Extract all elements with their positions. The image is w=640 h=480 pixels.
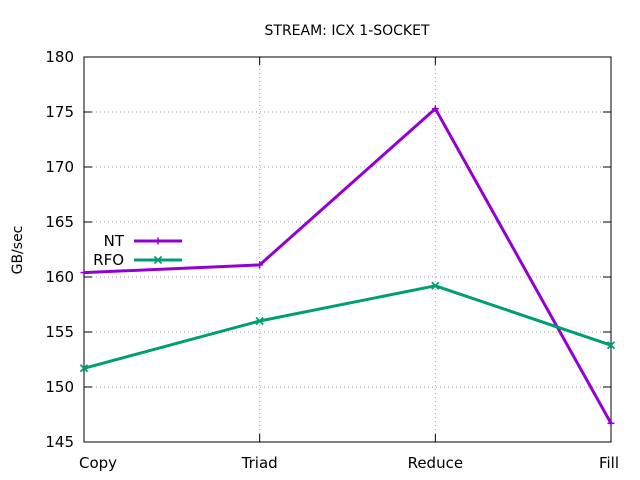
data-point-rfo xyxy=(79,364,89,373)
legend-label-nt: NT xyxy=(104,232,125,250)
y-tick-label: 145 xyxy=(45,433,74,451)
y-axis-label: GB/sec xyxy=(10,226,26,275)
legend-item-nt: NT xyxy=(104,232,182,250)
legend-label-rfo: RFO xyxy=(93,251,124,269)
series-lines xyxy=(79,105,616,427)
x-tick-label: Reduce xyxy=(408,454,463,472)
x-tick-label: Fill xyxy=(599,454,619,472)
x-tick-label: Triad xyxy=(241,454,278,472)
y-tick-label: 170 xyxy=(45,158,74,176)
y-tick-label: 175 xyxy=(45,103,74,121)
y-tick-label: 150 xyxy=(45,378,74,396)
x-tick-label: Copy xyxy=(79,454,117,472)
data-point-rfo xyxy=(606,341,616,350)
grid xyxy=(84,57,611,442)
y-tick-label: 160 xyxy=(45,268,74,286)
series-nt xyxy=(80,105,615,427)
series-rfo xyxy=(79,281,616,373)
y-tick-label: 155 xyxy=(45,323,74,341)
y-tick-label: 180 xyxy=(45,48,74,66)
data-point-rfo xyxy=(431,281,440,290)
legend-marker-rfo xyxy=(153,255,163,265)
plot-frame xyxy=(83,56,612,443)
legend-item-rfo: RFO xyxy=(93,251,182,269)
data-point-rfo xyxy=(255,316,264,326)
y-tick-label: 165 xyxy=(45,213,74,231)
series-line-rfo xyxy=(83,284,612,370)
chart-title: STREAM: ICX 1-SOCKET xyxy=(265,23,430,39)
series-line-nt xyxy=(83,107,613,425)
axis-ticks: 145 150 155 160 165 170 175 180 Copy Triad Reduce F… xyxy=(45,48,619,472)
